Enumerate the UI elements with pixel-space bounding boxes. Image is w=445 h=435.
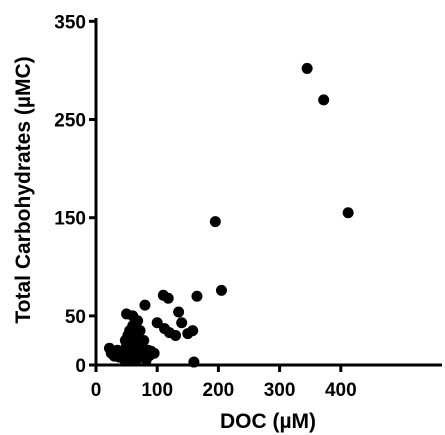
y-axis-title: Total Carbohydrates (µMC) (12, 56, 35, 323)
data-point (188, 356, 200, 368)
axis-ticks: 0 100 200 300 400 0 50 150 250 350 (54, 12, 356, 401)
data-point (139, 299, 151, 311)
data-point (318, 94, 330, 106)
data-point (176, 317, 188, 329)
y-tick-label: 250 (54, 111, 86, 132)
x-tick-label: 200 (203, 380, 235, 401)
x-axis-title: DOC (µM) (220, 410, 316, 433)
data-point (342, 207, 354, 219)
x-tick-label: 300 (264, 380, 296, 401)
y-tick-label: 150 (54, 209, 86, 230)
data-point (187, 325, 199, 337)
data-point (162, 292, 174, 304)
y-tick-label: 350 (54, 12, 86, 33)
data-point (191, 290, 203, 302)
data-point (138, 334, 150, 346)
x-tick-label: 100 (141, 380, 173, 401)
data-point (215, 284, 227, 296)
x-tick-label: 400 (325, 380, 357, 401)
y-tick-label: 0 (75, 356, 86, 377)
data-points (103, 62, 354, 368)
data-point (173, 306, 185, 318)
data-point (301, 62, 313, 74)
data-point (132, 315, 144, 327)
data-point (151, 317, 163, 329)
data-point (148, 347, 160, 359)
y-tick-label: 50 (65, 307, 86, 328)
data-point (209, 216, 221, 228)
data-point (134, 325, 146, 337)
data-point (170, 330, 182, 342)
x-tick-label: 0 (91, 380, 102, 401)
